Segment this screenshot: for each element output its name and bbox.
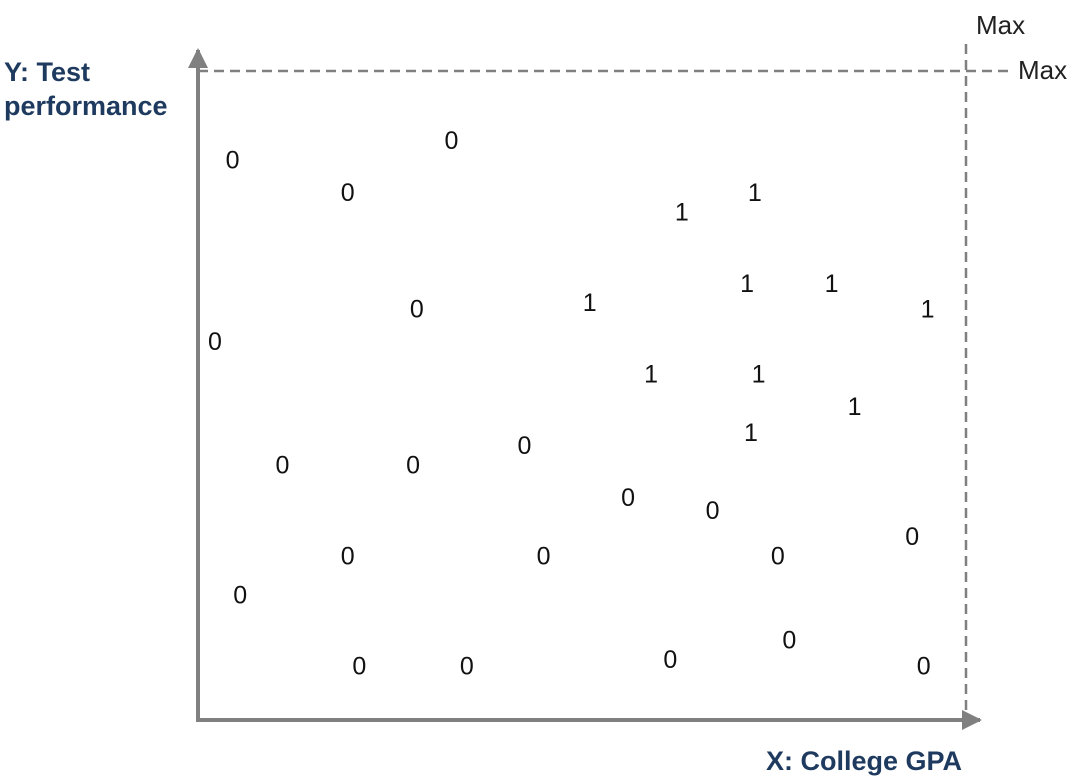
point-label-1-7: 1 <box>752 361 766 389</box>
y-max-label: Max <box>1018 55 1068 85</box>
point-label-0-3: 0 <box>410 296 424 324</box>
x-max-label: Max <box>976 10 1026 40</box>
point-label-1-8: 1 <box>848 393 862 421</box>
point-label-0-15: 0 <box>352 653 366 681</box>
y-axis-label-line-2: performance <box>4 91 168 121</box>
point-label-0-16: 0 <box>460 653 474 681</box>
point-label-0-10: 0 <box>905 523 919 551</box>
point-label-0-13: 0 <box>771 542 785 570</box>
point-label-0-12: 0 <box>537 542 551 570</box>
point-label-1-1: 1 <box>748 179 762 207</box>
point-label-1-9: 1 <box>744 419 758 447</box>
point-label-0-0: 0 <box>226 146 240 174</box>
y-axis-label: Y: Test performance <box>4 55 168 123</box>
point-label-1-4: 1 <box>921 296 935 324</box>
point-label-0-4: 0 <box>208 328 222 356</box>
point-label-0-2: 0 <box>444 127 458 155</box>
point-label-1-6: 1 <box>644 361 658 389</box>
point-label-0-17: 0 <box>663 646 677 674</box>
data-points: 0 0 0 0 0 0 0 0 0 0 0 0 0 0 0 0 0 0 0 0 1 1 1 1 1 1 1 1 1 1 <box>208 127 935 681</box>
point-label-1-3: 1 <box>825 270 839 298</box>
point-label-0-14: 0 <box>233 581 247 609</box>
point-label-0-8: 0 <box>621 484 635 512</box>
point-label-0-1: 0 <box>341 179 355 207</box>
x-axis-label: X: College GPA <box>766 746 963 776</box>
point-label-0-9: 0 <box>706 497 720 525</box>
y-axis-label-line-1: Y: Test <box>4 57 91 87</box>
point-label-1-2: 1 <box>740 270 754 298</box>
point-label-0-11: 0 <box>341 542 355 570</box>
point-label-0-18: 0 <box>782 627 796 655</box>
point-label-0-5: 0 <box>276 451 290 479</box>
point-label-1-5: 1 <box>583 289 597 317</box>
point-label-1-0: 1 <box>675 198 689 226</box>
point-label-0-19: 0 <box>917 653 931 681</box>
point-label-0-6: 0 <box>406 451 420 479</box>
point-label-0-7: 0 <box>517 432 531 460</box>
